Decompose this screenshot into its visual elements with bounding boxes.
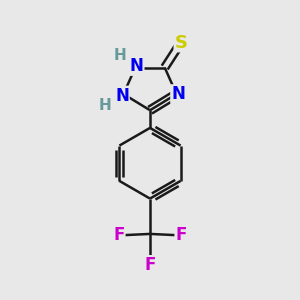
Text: N: N — [130, 57, 144, 75]
Text: F: F — [175, 226, 187, 244]
Text: H: H — [99, 98, 112, 113]
Text: S: S — [174, 34, 188, 52]
Text: F: F — [144, 256, 156, 274]
Text: N: N — [171, 85, 185, 103]
Text: F: F — [113, 226, 125, 244]
Text: H: H — [114, 48, 126, 63]
Text: N: N — [115, 86, 129, 104]
